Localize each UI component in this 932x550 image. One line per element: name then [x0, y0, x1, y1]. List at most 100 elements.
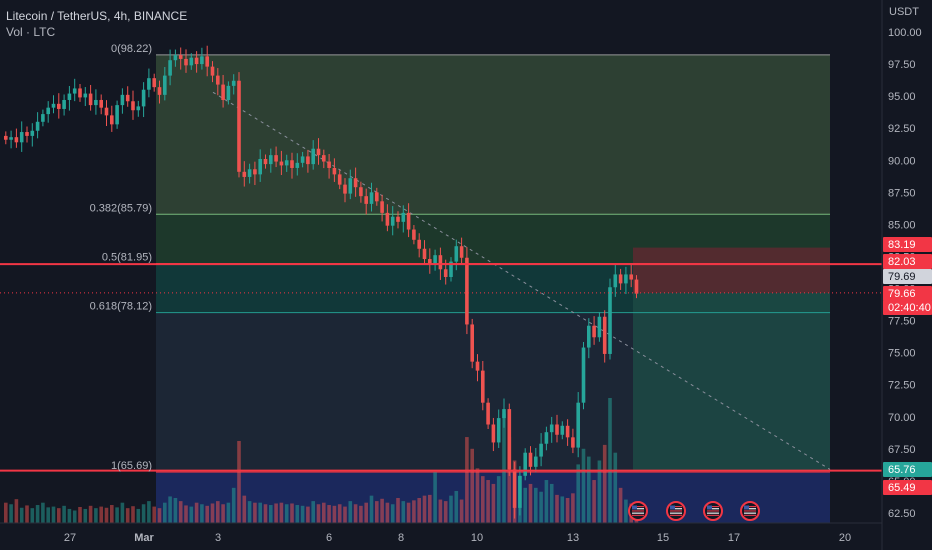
candle-body: [104, 107, 109, 116]
candle-body: [560, 425, 565, 435]
volume-bar: [263, 504, 268, 523]
candle-body: [507, 409, 512, 470]
volume-bar: [168, 496, 172, 523]
flag-stripe: [707, 514, 719, 516]
candle-body: [125, 94, 130, 102]
candle-body: [72, 88, 77, 94]
flag-canton: [632, 505, 637, 510]
time-tick: 15: [657, 532, 669, 544]
volume-bar: [200, 504, 204, 523]
time-axis[interactable]: 27 Mar 3 6 8 10 13 15 17 20: [0, 522, 882, 544]
time-tick: 27: [64, 532, 76, 544]
flag-stripe: [632, 508, 644, 510]
candle-body: [443, 269, 448, 277]
economic-events[interactable]: [628, 501, 760, 521]
candle-body: [295, 162, 300, 168]
volume-bar: [14, 499, 19, 523]
candle-body: [62, 99, 66, 109]
us-flag-icon[interactable]: [666, 501, 686, 521]
candle-body: [401, 212, 406, 222]
volume-bar: [46, 507, 50, 523]
candle-body: [555, 424, 559, 435]
price-tag-text: 82.03: [888, 256, 916, 268]
candle-body: [99, 99, 103, 108]
time-tick: Mar: [134, 532, 154, 544]
trend-line-segment: [212, 91, 831, 470]
horizontal-lines: [0, 263, 882, 472]
volume-bar: [470, 448, 474, 523]
candle-body: [284, 160, 289, 166]
volume-bar: [311, 501, 315, 523]
volume-bar: [216, 501, 220, 523]
candle-body: [57, 103, 61, 109]
fib-retracement-zones: [156, 54, 830, 523]
candle-body: [258, 158, 262, 175]
candle-body: [83, 93, 88, 98]
volume-bar: [306, 506, 310, 523]
candle-body: [216, 75, 220, 85]
price-tick: 75.00: [888, 348, 916, 360]
candle-body: [385, 212, 390, 226]
candle-body: [327, 161, 331, 168]
candle-body: [597, 316, 602, 338]
volume-bar: [274, 503, 278, 523]
candle-body: [337, 174, 342, 185]
price-tag-bg: [883, 300, 932, 315]
volume-bar: [284, 504, 289, 523]
volume-bar: [67, 508, 72, 523]
volume-bar: [78, 506, 82, 523]
price-tag-bg: [883, 480, 932, 495]
volume-bar: [322, 502, 326, 523]
price-tick: 100.00: [888, 27, 922, 39]
price-tick: 90.00: [888, 155, 916, 167]
candle-body: [459, 246, 464, 258]
candle-body: [348, 178, 353, 194]
candle-body: [247, 169, 252, 177]
candle-body: [343, 184, 347, 194]
candle-body: [470, 324, 474, 362]
volume-bar: [597, 460, 602, 523]
volume-bar: [539, 491, 543, 523]
candle-body: [624, 274, 628, 284]
price-tag-bg: [883, 286, 932, 301]
volume-bar: [110, 505, 114, 523]
volume-bar: [327, 505, 331, 523]
us-flag-icon[interactable]: [740, 501, 760, 521]
volume-bar: [528, 483, 533, 523]
flag-stripe: [670, 506, 682, 508]
candle-body: [608, 287, 612, 354]
candle-body: [438, 255, 443, 270]
candle-body: [300, 156, 305, 163]
time-tick: 8: [398, 532, 404, 544]
volume-bar: [433, 472, 437, 523]
candle-body: [576, 402, 580, 448]
volume-bar: [364, 502, 368, 523]
price-unit-label: USDT: [889, 6, 919, 18]
volume-bar: [422, 495, 427, 523]
stop-loss-zone: [633, 247, 830, 293]
price-tag: 82.03: [883, 254, 932, 269]
us-flag-icon[interactable]: [703, 501, 723, 521]
volume-bar: [587, 456, 591, 523]
volume-bar: [454, 490, 459, 523]
volume-bar: [375, 501, 379, 523]
candle-body: [115, 105, 119, 125]
trend-line: [212, 91, 831, 470]
volume-bar: [592, 480, 596, 523]
candle-body: [263, 158, 268, 165]
candlesticks: [4, 45, 639, 519]
volume-bar: [343, 506, 347, 523]
volume-bar: [390, 504, 395, 523]
volume-bar: [475, 468, 480, 523]
volume-bar: [401, 501, 406, 523]
flag-canton: [744, 505, 749, 510]
candle-body: [14, 137, 19, 143]
symbol-title[interactable]: Litecoin / TetherUS, 4h, BINANCE: [6, 9, 188, 23]
candle-body: [237, 80, 241, 172]
us-flag-icon[interactable]: [628, 501, 648, 521]
candle-body: [449, 261, 453, 277]
volume-bar: [491, 483, 496, 523]
volume-legend[interactable]: Vol · LTC: [6, 25, 56, 39]
flag-stripe: [744, 508, 756, 510]
